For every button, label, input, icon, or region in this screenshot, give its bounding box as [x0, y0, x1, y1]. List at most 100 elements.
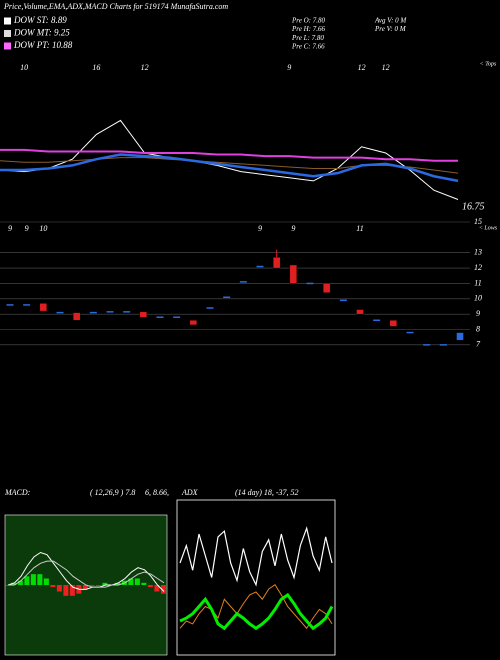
histogram-bar	[147, 585, 153, 588]
series-line	[0, 148, 458, 162]
candle-body	[39, 303, 48, 312]
histogram-bar	[56, 585, 62, 592]
volume-text: Avg V: 0 M	[374, 17, 407, 25]
histogram-bar	[50, 585, 56, 588]
x-tick-label: 12	[141, 63, 149, 72]
x-tick-label: 10	[39, 224, 47, 233]
volume-text: Pre V: 0 M	[374, 25, 407, 33]
histogram-bar	[115, 582, 121, 585]
page-title: Price,Volume,EMA,ADX,MACD Charts for 519…	[3, 2, 228, 11]
candle-body	[456, 332, 464, 341]
y-tick-label: 9	[476, 309, 480, 318]
x-tick-label: 12	[358, 63, 366, 72]
histogram-bar	[128, 578, 134, 585]
histogram-bar	[30, 574, 36, 585]
candle-body	[89, 311, 97, 314]
series-line	[0, 119, 459, 200]
histogram-bar	[17, 580, 23, 585]
x-tick-label: 11	[356, 224, 363, 233]
candle-body	[6, 304, 14, 306]
legend-swatch	[4, 30, 11, 37]
histogram-bar	[11, 582, 17, 585]
candle-body	[306, 282, 314, 285]
quote-text: Pre O: 7.80	[291, 17, 325, 25]
x-tick-label: 9	[287, 63, 291, 72]
legend-text: DOW MT: 9.25	[13, 28, 70, 38]
candle-body	[239, 281, 247, 283]
adx-title: ADX	[181, 488, 199, 497]
candle-body	[206, 307, 214, 309]
candle-body	[406, 331, 414, 334]
legend-text: DOW ST: 8.89	[13, 15, 67, 25]
histogram-bar	[37, 574, 43, 585]
candle-body	[272, 257, 281, 269]
x-tick-label: 9	[291, 224, 295, 233]
candle-body	[189, 320, 198, 326]
series-line	[0, 153, 459, 183]
candle-body	[72, 312, 81, 321]
quote-text: Pre C: 7.66	[291, 42, 325, 50]
x-tick-label: 9	[258, 224, 262, 233]
histogram-bar	[141, 582, 147, 585]
quote-text: Pre H: 7.66	[291, 25, 325, 33]
y-tick-label: 15	[474, 217, 482, 226]
candle-body	[223, 296, 231, 298]
candle-body	[389, 320, 398, 327]
quote-text: Pre L: 7.80	[291, 34, 324, 42]
histogram-bar	[82, 585, 88, 590]
series-line	[179, 592, 334, 631]
x-tick-label: 12	[382, 63, 390, 72]
histogram-bar	[4, 585, 10, 586]
lows-note: < Lows	[479, 225, 498, 231]
histogram-bar	[95, 585, 101, 586]
histogram-bar	[154, 585, 160, 592]
candle-body	[156, 316, 164, 318]
candle-body	[289, 264, 298, 284]
y-tick-label: 8	[476, 324, 480, 333]
candle-body	[123, 311, 131, 313]
candle-body	[56, 311, 64, 314]
macd-title: MACD:	[4, 488, 31, 497]
histogram-bar	[89, 585, 95, 586]
series-line	[8, 560, 165, 588]
series-line	[179, 526, 333, 587]
y-tick-label: 7	[476, 340, 481, 349]
histogram-bar	[134, 578, 140, 585]
adx-panel	[176, 499, 336, 656]
macd-tail: 6, 8.66,	[145, 488, 169, 497]
y-tick-label: 11	[474, 278, 481, 287]
low-note: 16.75	[462, 201, 485, 212]
candle-body	[322, 283, 331, 293]
candle-body	[439, 344, 447, 346]
candle-body	[23, 304, 31, 306]
candle-body	[373, 319, 381, 322]
x-tick-label: 9	[8, 224, 12, 233]
candle-body	[106, 311, 114, 313]
macd-params: ( 12,26,9 ) 7.8	[90, 488, 135, 497]
y-tick-label: 12	[474, 263, 482, 272]
legend-swatch	[4, 42, 11, 50]
candle-body	[173, 316, 181, 318]
histogram-bar	[160, 585, 166, 594]
x-tick-label: 9	[25, 224, 29, 233]
candle-body	[423, 344, 431, 346]
candle-body	[256, 265, 264, 268]
series-line	[179, 584, 333, 630]
candle-body	[139, 311, 148, 318]
tops-note: < Tops	[480, 61, 497, 67]
x-tick-label: 16	[92, 63, 100, 72]
histogram-bar	[63, 585, 69, 596]
adx-params: (14 day) 18, -37, 52	[235, 488, 299, 497]
histogram-bar	[43, 578, 49, 585]
y-tick-label: 10	[474, 294, 482, 303]
series-line	[7, 551, 165, 592]
candle-body	[339, 299, 347, 302]
y-tick-label: 13	[474, 248, 482, 257]
histogram-bar	[102, 582, 108, 585]
series-line	[0, 157, 459, 174]
legend-swatch	[4, 17, 11, 25]
x-tick-label: 10	[20, 63, 28, 72]
legend-text: DOW PT: 10.88	[13, 40, 73, 50]
candle-body	[356, 309, 364, 315]
